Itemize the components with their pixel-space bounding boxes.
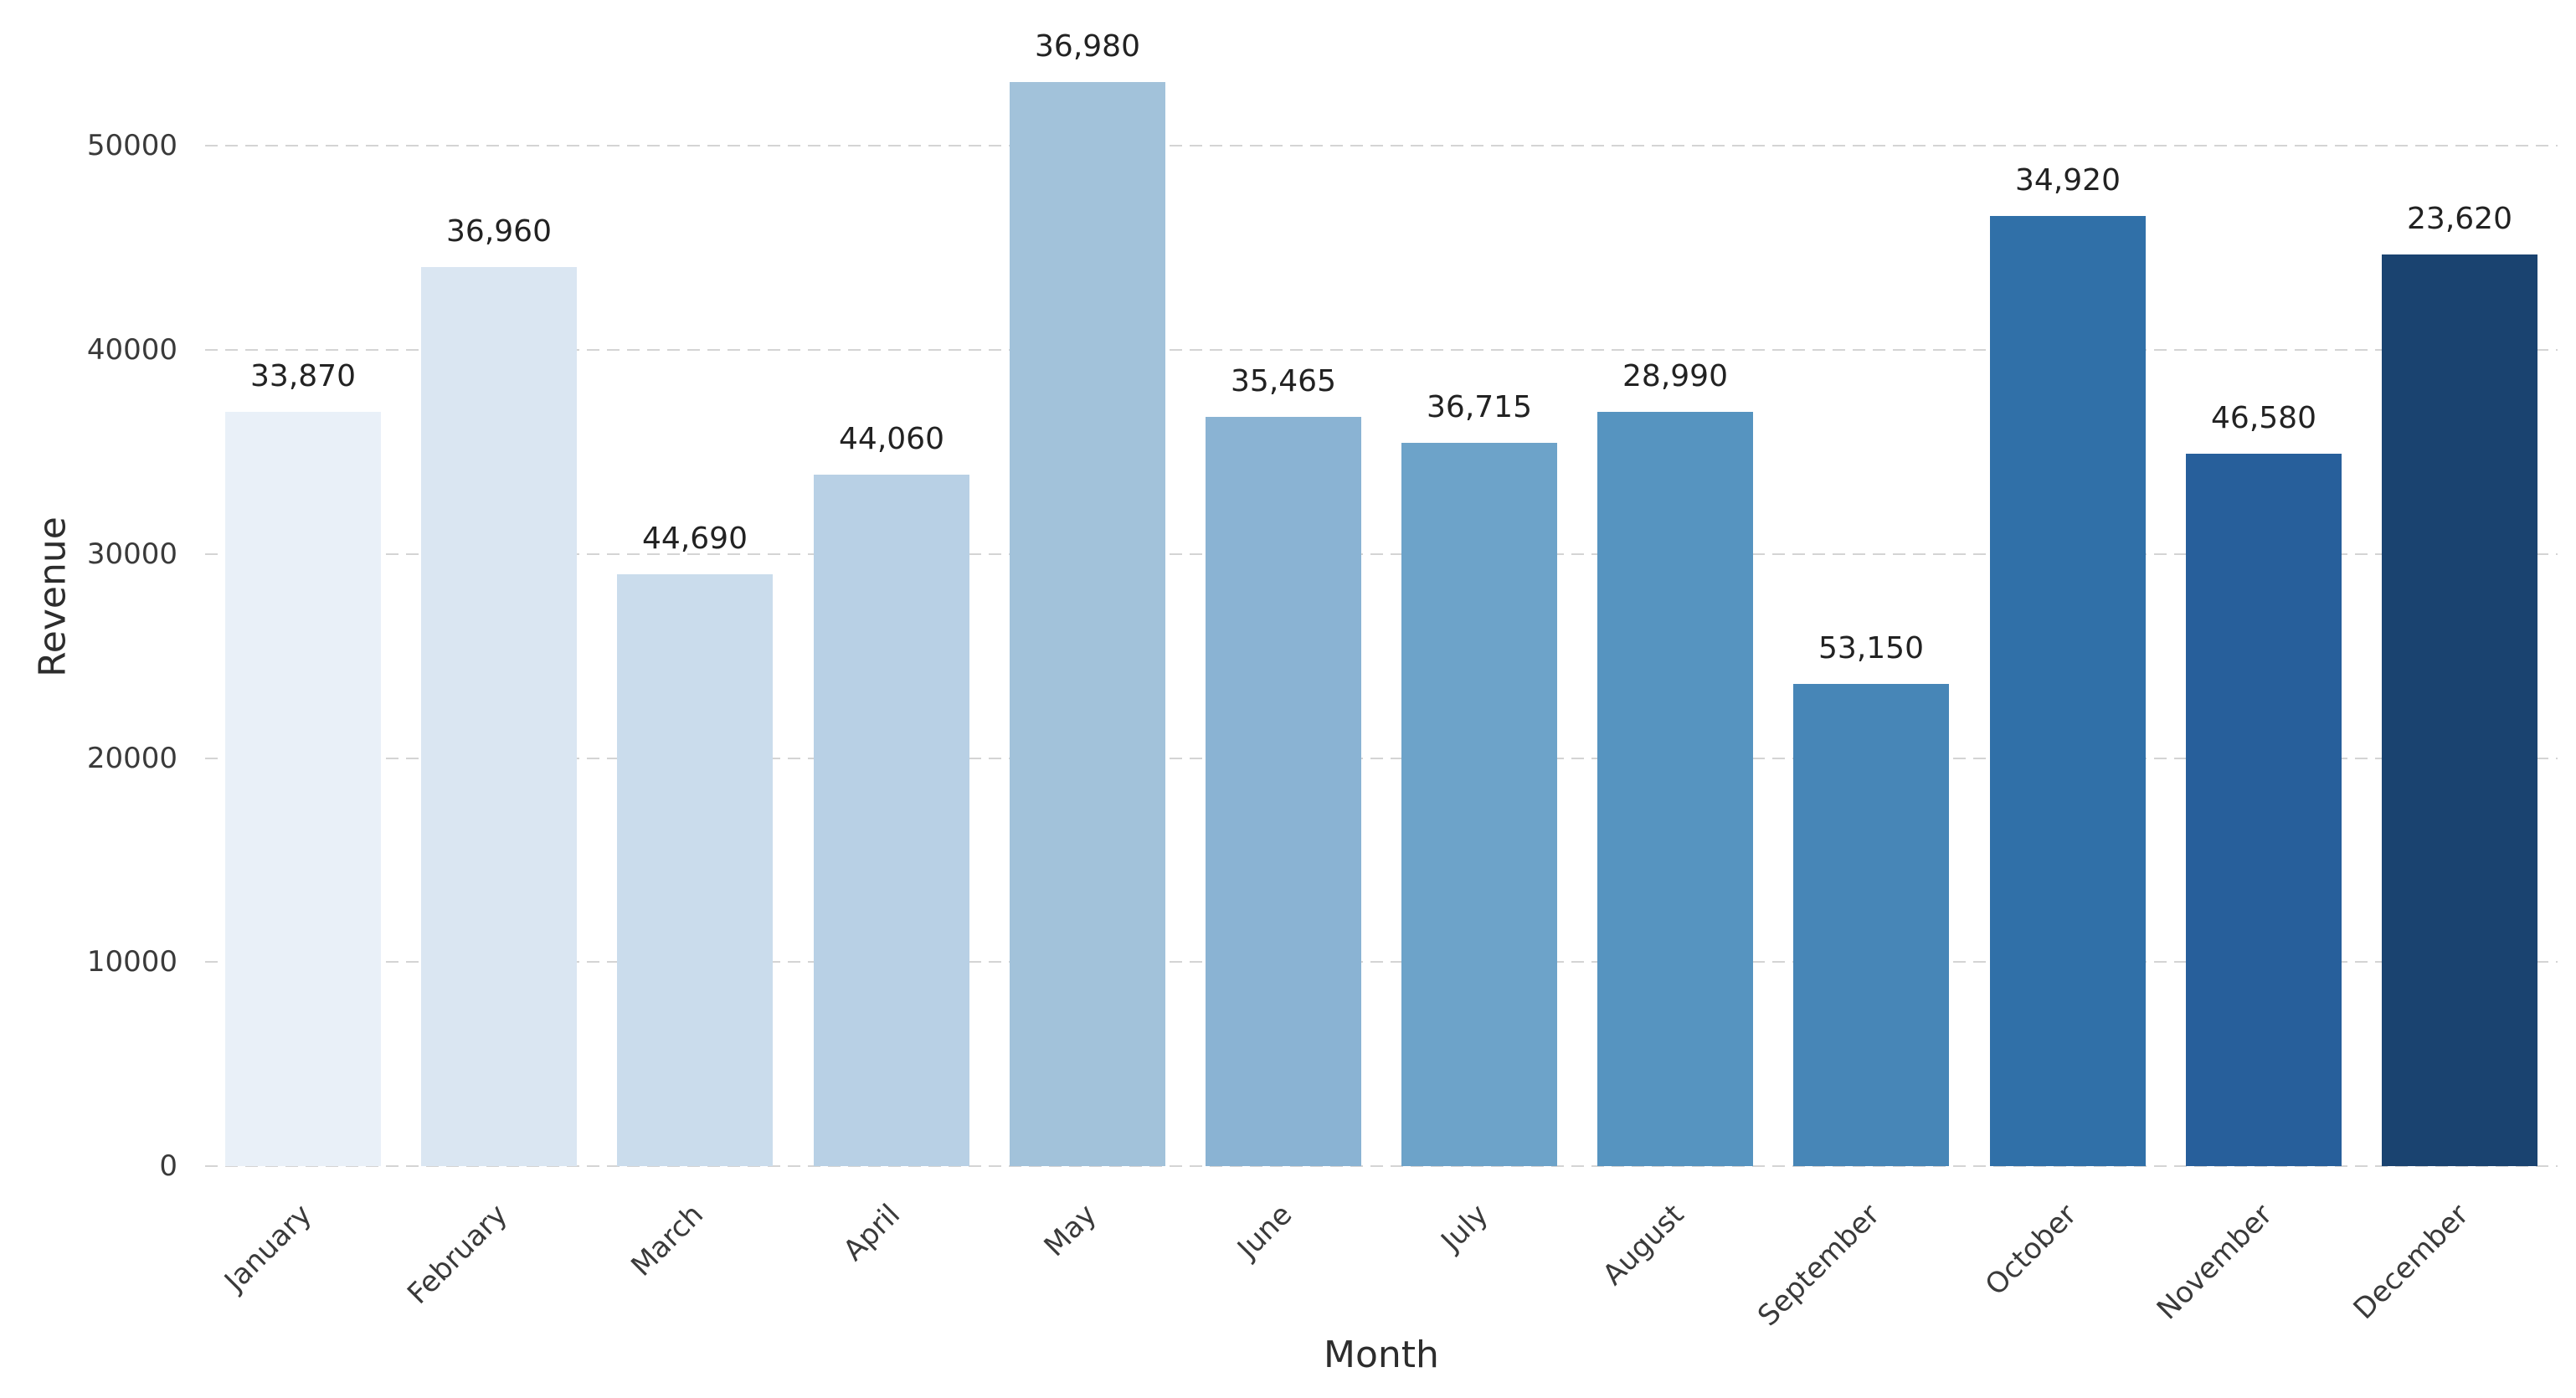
bar-value-label: 44,690 bbox=[642, 522, 748, 556]
x-tick-label-march: March bbox=[625, 1198, 711, 1283]
bar-value-label: 33,870 bbox=[250, 359, 356, 393]
bar-value-label: 36,980 bbox=[1035, 29, 1140, 64]
x-tick-label-january: January bbox=[218, 1198, 319, 1298]
bar-value-label: 35,465 bbox=[1231, 364, 1336, 398]
bar-value-label: 23,620 bbox=[2407, 202, 2512, 236]
bar-value-label: 44,060 bbox=[839, 422, 944, 456]
gridline-50000 bbox=[205, 145, 2558, 146]
y-tick-label: 10000 bbox=[86, 945, 177, 979]
x-tick-label-february: February bbox=[401, 1198, 515, 1311]
bar-october bbox=[1990, 216, 2146, 1166]
bar-june bbox=[1206, 417, 1361, 1166]
x-tick-label-may: May bbox=[1037, 1198, 1103, 1263]
bar-value-label: 28,990 bbox=[1622, 359, 1728, 393]
bar-value-label: 53,150 bbox=[1818, 631, 1924, 666]
x-tick-label-december: December bbox=[2347, 1198, 2476, 1326]
x-tick-label-april: April bbox=[837, 1198, 908, 1268]
y-tick-label: 20000 bbox=[86, 742, 177, 775]
x-tick-label-june: June bbox=[1231, 1198, 1299, 1266]
gridline-30000 bbox=[205, 553, 2558, 555]
bar-value-label: 36,960 bbox=[446, 214, 552, 249]
bar-april bbox=[814, 475, 969, 1166]
x-tick-label-august: August bbox=[1596, 1198, 1691, 1293]
bar-november bbox=[2186, 454, 2342, 1166]
gridline-40000 bbox=[205, 349, 2558, 351]
x-tick-label-september: September bbox=[1751, 1198, 1887, 1334]
bar-september bbox=[1793, 684, 1949, 1166]
y-tick-label: 50000 bbox=[86, 129, 177, 162]
bar-january bbox=[225, 412, 381, 1166]
bar-august bbox=[1597, 412, 1753, 1166]
y-tick-label: 30000 bbox=[86, 537, 177, 571]
bar-december bbox=[2382, 254, 2537, 1166]
y-tick-label: 40000 bbox=[86, 333, 177, 367]
bar-value-label: 46,580 bbox=[2211, 401, 2316, 435]
bar-may bbox=[1010, 82, 1165, 1166]
bar-value-label: 36,715 bbox=[1427, 390, 1532, 424]
x-tick-label-july: July bbox=[1434, 1198, 1495, 1258]
y-tick-label: 0 bbox=[159, 1149, 177, 1183]
bar-february bbox=[421, 267, 577, 1166]
gridline-10000 bbox=[205, 961, 2558, 963]
bar-march bbox=[617, 574, 773, 1166]
bar-value-label: 34,920 bbox=[2015, 163, 2121, 198]
gridline-0 bbox=[205, 1165, 2558, 1167]
gridline-20000 bbox=[205, 758, 2558, 759]
x-axis-label: Month bbox=[1324, 1334, 1439, 1376]
bar-july bbox=[1401, 443, 1557, 1166]
x-tick-label-november: November bbox=[2150, 1198, 2280, 1327]
x-tick-label-october: October bbox=[1978, 1198, 2084, 1303]
